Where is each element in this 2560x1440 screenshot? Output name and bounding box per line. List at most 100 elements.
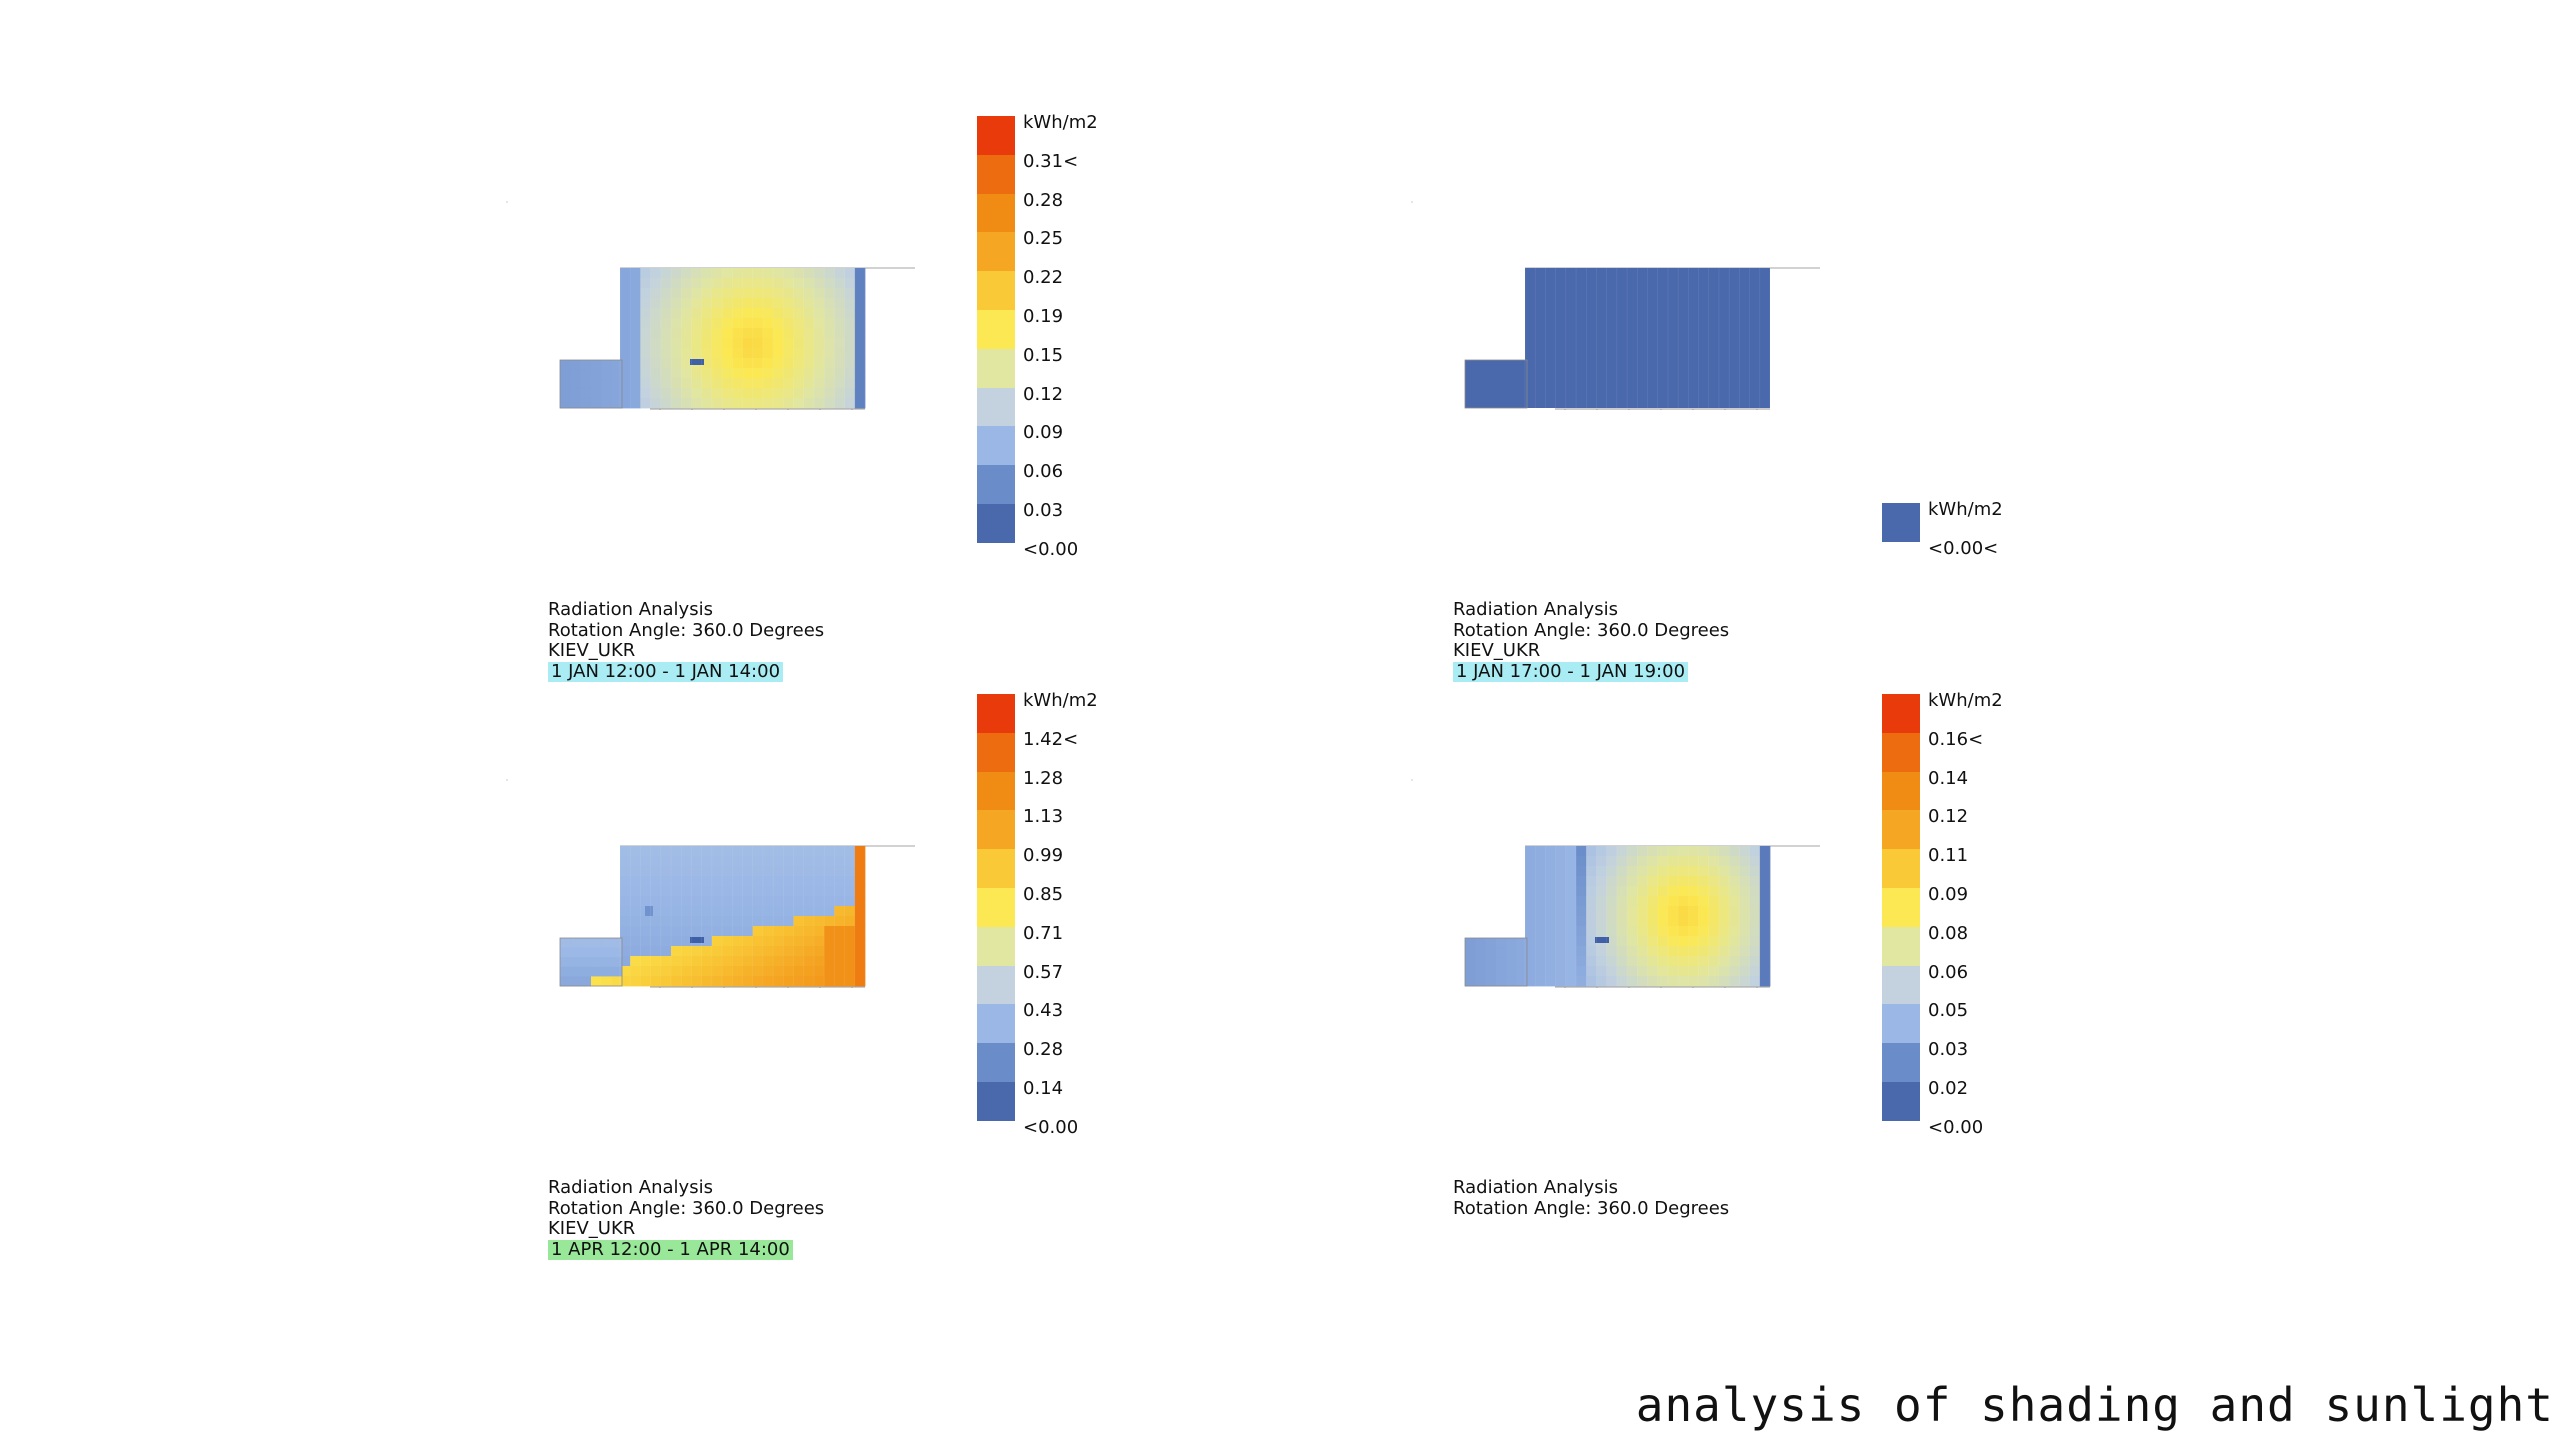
legend-label: 0.28 xyxy=(1023,189,1064,211)
radiation-cell xyxy=(732,338,743,349)
radiation-cell xyxy=(691,398,703,409)
radiation-cell xyxy=(803,288,815,299)
radiation-cell xyxy=(1688,976,1699,987)
radiation-cell xyxy=(1596,956,1608,967)
radiation-cell xyxy=(1535,946,1546,957)
radiation-cell xyxy=(1565,896,1577,907)
radiation-cell xyxy=(722,976,733,987)
radiation-cell xyxy=(570,957,582,968)
radiation-cell xyxy=(1718,946,1730,957)
radiation-cell xyxy=(650,966,662,977)
radiation-cell xyxy=(1647,946,1659,957)
radiation-cell xyxy=(1759,976,1771,987)
radiation-cell xyxy=(1596,976,1608,987)
radiation-cell xyxy=(630,846,641,857)
radiation-cell xyxy=(752,358,764,369)
radiation-cell xyxy=(701,966,713,977)
radiation-cell xyxy=(773,956,784,967)
radiation-cell xyxy=(1545,966,1557,977)
radiation-cell xyxy=(660,876,672,887)
radiation-cell xyxy=(1678,886,1689,897)
radiation-cell xyxy=(691,926,703,937)
radiation-cell xyxy=(834,358,845,369)
radiation-cell xyxy=(1718,876,1730,887)
radiation-cell xyxy=(1637,936,1648,947)
radiation-cell xyxy=(854,298,866,309)
radiation-cell xyxy=(834,896,845,907)
radiation-cell xyxy=(560,388,571,399)
radiation-cell xyxy=(1576,846,1587,857)
radiation-cell xyxy=(601,938,613,948)
radiation-cell xyxy=(1606,896,1618,907)
radiation-cell xyxy=(591,976,602,987)
radiation-cell xyxy=(1729,966,1740,977)
radiation-cell xyxy=(711,398,723,409)
radiation-cell xyxy=(752,896,764,907)
radiation-cell xyxy=(1729,946,1740,957)
radiation-cell xyxy=(783,398,794,409)
radiation-cell xyxy=(752,846,764,857)
radiation-cell xyxy=(793,388,805,399)
radiation-cell xyxy=(660,348,672,359)
radiation-cell xyxy=(681,348,692,359)
radiation-cell xyxy=(701,278,713,289)
radiation-cell xyxy=(640,318,652,329)
radiation-cell xyxy=(660,906,672,917)
radiation-cell xyxy=(1545,956,1557,967)
radiation-cell xyxy=(660,278,672,289)
radiation-cell xyxy=(1545,846,1557,857)
radiation-cell xyxy=(1749,846,1761,857)
radiation-cell xyxy=(742,896,754,907)
radiation-cell xyxy=(701,388,713,399)
caption-period: 1 JAN 17:00 - 1 JAN 19:00 xyxy=(1453,661,1689,683)
radiation-cell xyxy=(1739,976,1750,987)
radiation-cell xyxy=(630,328,641,339)
legend-label: 0.25 xyxy=(1023,228,1064,250)
radiation-cell xyxy=(762,906,774,917)
radiation-cell xyxy=(844,328,856,339)
radiation-cell xyxy=(1678,956,1689,967)
radiation-cell xyxy=(1647,876,1659,887)
radiation-cell xyxy=(1555,856,1567,867)
radiation-cell xyxy=(650,288,662,299)
radiation-cell xyxy=(1576,856,1587,867)
radiation-cell xyxy=(701,298,713,309)
legend-swatch xyxy=(1882,926,1920,966)
radiation-cell xyxy=(1555,936,1567,947)
radiation-cell xyxy=(1678,936,1689,947)
radiation-cell xyxy=(803,936,815,947)
radiation-cell xyxy=(1759,846,1771,857)
radiation-cell xyxy=(580,398,592,409)
radiation-cell xyxy=(671,866,682,877)
radiation-cell xyxy=(620,946,631,957)
radiation-cell xyxy=(1718,886,1730,897)
radiation-cell xyxy=(650,388,662,399)
radiation-cell xyxy=(1586,876,1597,887)
radiation-cell xyxy=(844,338,856,349)
radiation-cell xyxy=(601,976,613,987)
radiation-cell xyxy=(1708,896,1720,907)
radiation-cell xyxy=(742,936,754,947)
legend-label: 0.15 xyxy=(1023,344,1064,366)
radiation-cell xyxy=(793,946,805,957)
legend-label: 0.12 xyxy=(1023,383,1064,405)
radiation-cell xyxy=(762,268,774,279)
radiation-cell xyxy=(844,886,856,897)
radiation-cell xyxy=(611,957,623,968)
radiation-cell xyxy=(1606,886,1618,897)
radiation-cell xyxy=(660,886,672,897)
radiation-cell xyxy=(793,876,805,887)
radiation-cell xyxy=(560,360,571,370)
radiation-cell xyxy=(1647,846,1659,857)
radiation-cell xyxy=(793,348,805,359)
radiation-cell xyxy=(722,946,733,957)
radiation-cell xyxy=(711,328,723,339)
radiation-cell xyxy=(711,318,723,329)
radiation-cell xyxy=(773,388,784,399)
radiation-cell xyxy=(1718,926,1730,937)
radiation-cell xyxy=(742,976,754,987)
radiation-cell xyxy=(722,876,733,887)
radiation-cell xyxy=(773,936,784,947)
radiation-cell xyxy=(844,976,856,987)
radiation-cell xyxy=(1627,886,1638,897)
